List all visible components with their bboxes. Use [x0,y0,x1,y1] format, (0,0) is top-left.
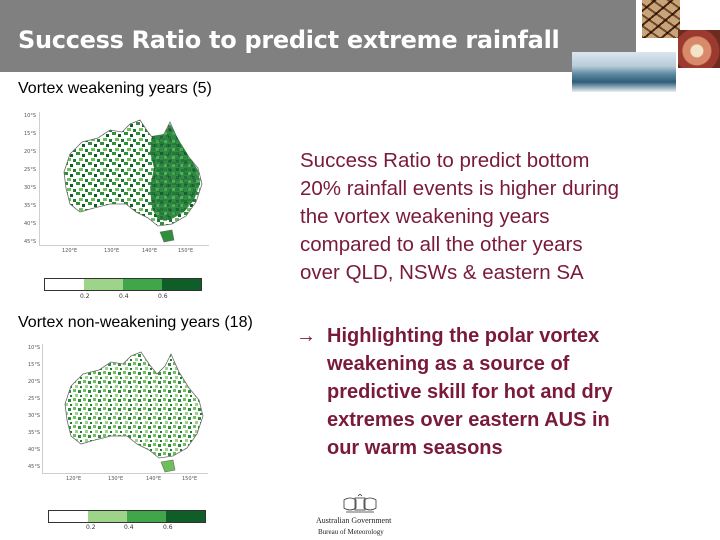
lat-label: 25°S [24,167,37,173]
slide-title: Success Ratio to predict extreme rainfal… [18,26,560,54]
colorbar-tick-label: 0.4 [119,293,129,300]
colorbar-tick-label: 0.2 [80,293,90,300]
top-map-frame [39,112,209,246]
lat-label: 35°S [24,203,37,209]
colorbar-tick-label: 0.6 [163,524,173,531]
top-colorbar [44,278,202,291]
lon-label: 120°E [66,476,82,482]
highlight-line: predictive skill for hot and dry [327,381,613,403]
bottom-colorbar [48,510,206,523]
lat-label: 45°S [24,239,37,245]
colorbar-swatch [162,279,201,290]
lat-label: 45°S [28,464,41,470]
colorbar-swatch [49,511,88,522]
colorbar-swatch [127,511,166,522]
ocean-wave-photo [572,52,676,92]
highlight-text: → Highlighting the polar vortex weakenin… [296,322,696,462]
lat-label: 40°S [28,447,41,453]
lon-label: 150°E [178,248,194,254]
colorbar-tick-label: 0.4 [124,524,134,531]
top-map-caption: Vortex weakening years (5) [18,80,212,97]
australian-government-logo: Australian Government Bureau of Meteorol… [312,494,408,540]
highlight-line: extremes over eastern AUS in [327,409,610,431]
finding-line: Success Ratio to predict bottom [300,149,590,172]
coat-of-arms-icon [343,494,377,513]
agency-name: Bureau of Meteorology [318,528,384,536]
lat-label: 10°S [28,345,41,351]
arrow-icon: → [296,325,316,347]
top-map-figure: 10°S 15°S 20°S 25°S 30°S 35°S 40°S 45°S [22,110,212,300]
finding-text: Success Ratio to predict bottom 20% rain… [300,147,710,287]
highlight-line: our warm seasons [327,437,503,459]
government-name: Australian Government [316,516,392,525]
bottom-map-caption: Vortex non-weakening years (18) [18,314,253,331]
header-bar [0,0,636,72]
bottom-map-frame [42,344,208,474]
lat-label: 15°S [28,362,41,368]
cracked-earth-photo [642,0,680,38]
colorbar-swatch [84,279,123,290]
highlight-line: Highlighting the polar vortex [327,325,600,347]
colorbar-tick-label: 0.2 [86,524,96,531]
colorbar-tick-label: 0.6 [158,293,168,300]
lat-label: 35°S [28,430,41,436]
lon-label: 130°E [108,476,124,482]
colorbar-swatch [88,511,127,522]
colorbar-swatch [45,279,84,290]
lat-label: 20°S [28,379,41,385]
finding-line: 20% rainfall events is higher during [300,177,620,200]
photo-collage [572,0,720,92]
lon-label: 150°E [182,476,198,482]
colorbar-swatch [123,279,162,290]
finding-line: over QLD, NSWs & eastern SA [300,261,584,284]
bottom-map-figure: 10°S 15°S 20°S 25°S 30°S 35°S 40°S 45°S … [22,342,212,492]
finding-line: the vortex weakening years [300,205,550,228]
lat-label: 30°S [28,413,41,419]
colorbar-swatch [166,511,205,522]
lon-label: 120°E [62,248,78,254]
lat-label: 30°S [24,185,37,191]
australia-map-bottom [64,351,204,473]
lat-label: 15°S [24,131,37,137]
finding-line: compared to all the other years [300,233,583,256]
lon-label: 140°E [142,248,158,254]
lon-label: 130°E [104,248,120,254]
lat-label: 20°S [24,149,37,155]
lat-label: 25°S [28,396,41,402]
lat-label: 40°S [24,221,37,227]
flower-photo [678,30,720,68]
highlight-line: weakening as a source of [327,353,570,375]
australia-map-top [63,119,203,243]
lat-label: 10°S [24,113,37,119]
lon-label: 140°E [146,476,162,482]
